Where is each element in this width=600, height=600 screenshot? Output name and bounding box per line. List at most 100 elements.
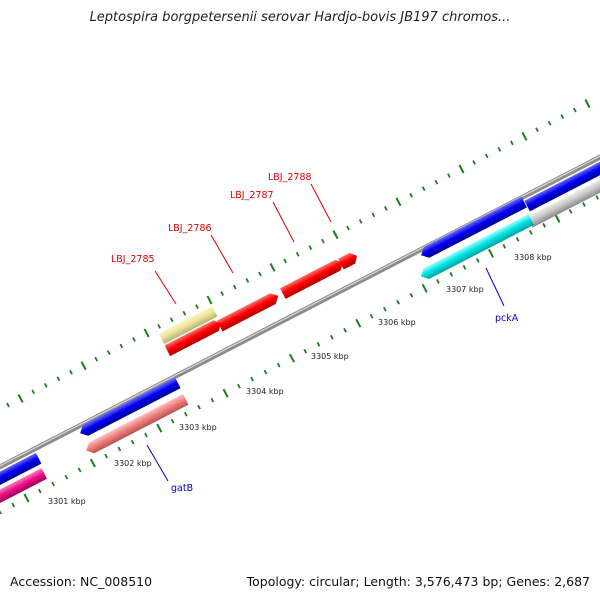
major-tick — [289, 353, 295, 363]
major-tick — [156, 423, 163, 433]
minor-tick — [258, 271, 262, 277]
kbp-label-3306: 3306 kbp — [378, 318, 416, 327]
minor-tick — [6, 402, 10, 408]
gene-lbj-2786-feature[interactable] — [216, 291, 281, 332]
minor-tick — [462, 264, 467, 270]
major-tick — [17, 394, 24, 403]
label-leader-lines — [146, 183, 505, 482]
minor-tick — [283, 258, 287, 264]
minor-tick — [182, 310, 187, 316]
minor-tick — [329, 334, 334, 340]
gene-gatb-feature[interactable] — [83, 393, 189, 456]
minor-tick — [64, 474, 69, 480]
gene-blue-feature-left[interactable] — [0, 452, 42, 492]
minor-tick — [396, 299, 400, 305]
minor-tick — [371, 212, 376, 218]
minor-tick — [421, 186, 426, 192]
minor-tick — [510, 140, 514, 146]
minor-tick — [547, 120, 552, 126]
minor-tick — [77, 467, 82, 473]
minor-tick — [484, 153, 489, 159]
gene-gray-feature[interactable] — [526, 178, 600, 228]
kbp-label-3304: 3304 kbp — [246, 387, 284, 396]
major-tick — [80, 361, 87, 371]
major-tick — [143, 328, 150, 338]
major-tick — [554, 213, 561, 223]
minor-tick — [144, 432, 148, 438]
minor-tick — [183, 411, 188, 417]
gene-red-feature[interactable] — [164, 318, 224, 357]
major-tick — [206, 295, 213, 305]
minor-tick — [384, 205, 388, 211]
gene-magenta-feature[interactable] — [0, 468, 47, 513]
minor-tick — [449, 271, 454, 277]
minor-tick — [447, 173, 451, 178]
minor-tick — [245, 278, 250, 283]
minor-tick — [321, 238, 325, 244]
gene-label-lbj-2786[interactable]: LBJ_2786 — [168, 223, 212, 234]
gene-blue-feature-upper[interactable] — [418, 196, 527, 261]
kbp-label-3301: 3301 kbp — [48, 497, 86, 506]
minor-tick — [106, 350, 111, 355]
major-tick — [23, 493, 30, 503]
minor-tick — [157, 323, 161, 329]
major-tick — [89, 458, 96, 468]
gene-lbj-2788-feature[interactable] — [338, 251, 359, 270]
minor-tick — [316, 341, 321, 347]
gene-lbj-2787-feature[interactable] — [280, 257, 346, 299]
minor-tick — [542, 222, 546, 228]
kbp-label-3305: 3305 kbp — [311, 352, 349, 361]
gene-label-pcka[interactable]: pckA — [495, 313, 519, 324]
minor-tick — [237, 383, 241, 389]
kbp-label-3307: 3307 kbp — [446, 285, 484, 294]
minor-tick — [295, 251, 300, 257]
gene-label-gatb[interactable]: gatB — [171, 483, 193, 494]
minor-tick — [119, 343, 124, 349]
kbp-label-3308: 3308 kbp — [514, 253, 552, 262]
minor-tick — [94, 356, 99, 362]
minor-tick — [409, 192, 413, 198]
minor-tick — [210, 397, 215, 403]
major-tick — [521, 131, 528, 141]
gene-lbj-2785-feature[interactable] — [158, 306, 218, 344]
minor-tick — [69, 369, 73, 375]
minor-tick — [346, 225, 350, 231]
minor-tick — [220, 291, 224, 296]
gene-pcka-feature[interactable] — [418, 214, 534, 282]
minor-tick — [31, 389, 36, 395]
major-tick — [584, 99, 591, 108]
accession-label: Accession: NC_008510 — [10, 574, 153, 589]
major-tick — [269, 262, 276, 272]
minor-tick — [475, 257, 480, 263]
major-tick — [222, 388, 229, 398]
minor-tick — [276, 362, 281, 368]
minor-tick — [497, 146, 502, 152]
kbp-tick-labels: 3301 kbp 3302 kbp 3303 kbp 3304 kbp 3305… — [48, 253, 552, 506]
minor-tick — [195, 304, 199, 310]
minor-tick — [472, 160, 476, 165]
minor-tick — [0, 510, 2, 515]
minor-tick — [263, 369, 268, 375]
gene-label-lbj-2787[interactable]: LBJ_2787 — [230, 190, 274, 201]
minor-tick — [130, 439, 135, 445]
gene-blue-feature-right[interactable] — [524, 158, 600, 212]
minor-tick — [582, 202, 586, 207]
minor-tick — [117, 446, 122, 452]
inner-tick-track — [0, 195, 600, 515]
minor-tick — [502, 243, 507, 249]
minor-tick — [358, 219, 363, 224]
minor-tick — [37, 488, 42, 494]
minor-tick — [169, 317, 174, 323]
minor-tick — [515, 236, 520, 242]
gene-label-lbj-2788[interactable]: LBJ_2788 — [268, 172, 312, 183]
minor-tick — [535, 127, 539, 133]
minor-tick — [369, 313, 374, 319]
minor-tick — [303, 348, 308, 354]
minor-tick — [308, 245, 313, 251]
gene-label-lbj-2785[interactable]: LBJ_2785 — [111, 254, 155, 265]
kbp-label-3303: 3303 kbp — [179, 423, 217, 432]
major-tick — [458, 164, 465, 174]
map-title: Leptospira borgpetersenii serovar Hardjo… — [89, 10, 511, 25]
gene-blue-feature-lower[interactable] — [77, 377, 181, 438]
